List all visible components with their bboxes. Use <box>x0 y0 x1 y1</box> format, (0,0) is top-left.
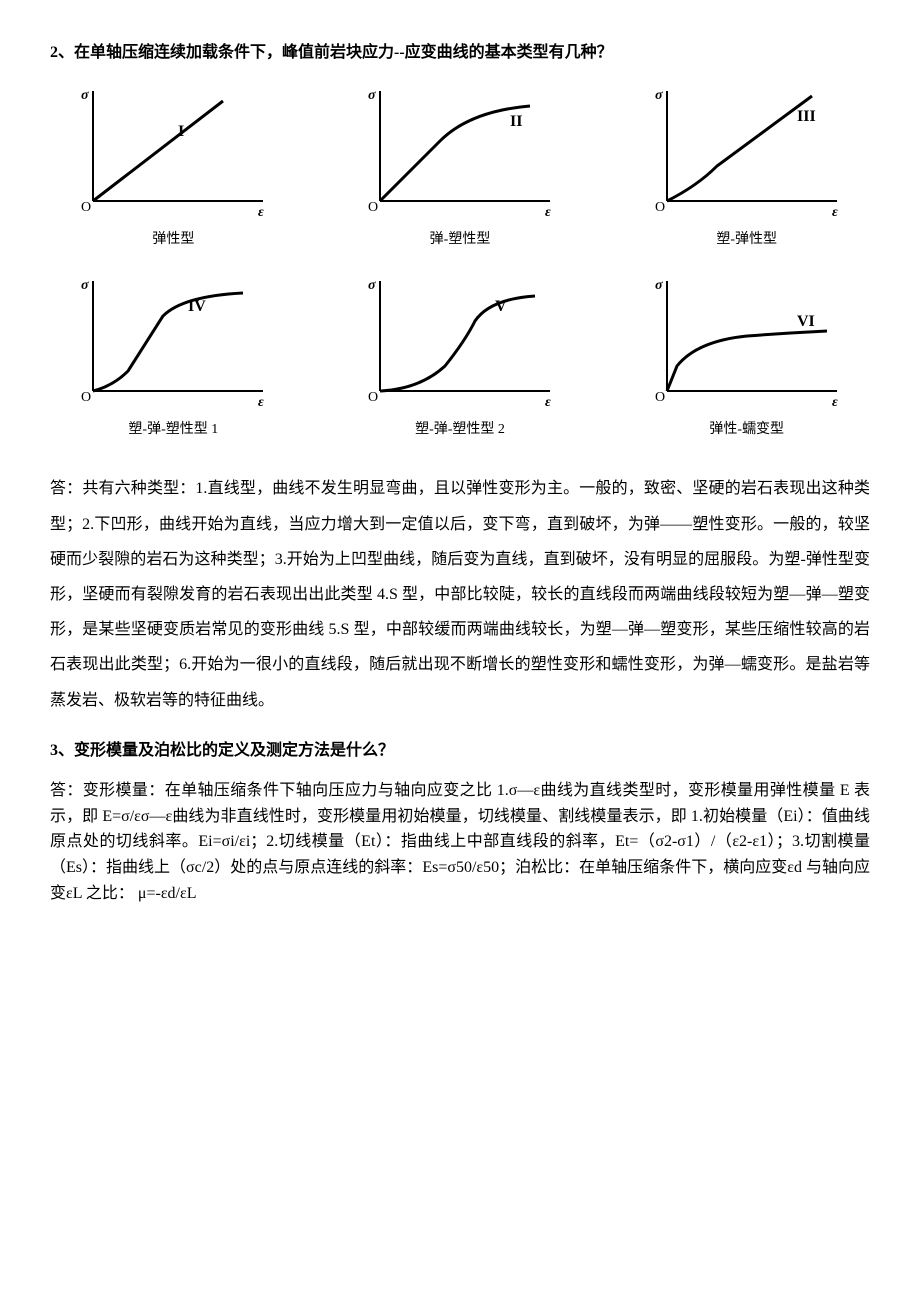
question-2-title: 2、在单轴压缩连续加载条件下，峰值前岩块应力--应变曲线的基本类型有几种？ <box>50 40 870 66</box>
y-axis-label: σ <box>81 88 89 103</box>
chart-caption-6: 弹性-蠕变型 <box>709 419 784 441</box>
question-3-answer: 答：变形模量：在单轴压缩条件下轴向压应力与轴向应变之比 1.σ—ε曲线为直线类型… <box>50 778 870 906</box>
origin-label: O <box>655 200 665 215</box>
curve-label-5: V <box>495 298 507 315</box>
origin-label: O <box>368 390 378 405</box>
curve-2 <box>380 106 530 201</box>
chart-cell-6: σ ε O VI 弹性-蠕变型 <box>623 271 870 441</box>
chart-3-svg: σ ε O III <box>647 81 847 221</box>
y-axis-label: σ <box>368 88 376 103</box>
origin-label: O <box>368 200 378 215</box>
y-axis-label: σ <box>655 278 663 293</box>
x-axis-label: ε <box>832 205 838 220</box>
question-2-answer: 答：共有六种类型：1.直线型，曲线不发生明显弯曲，且以弹性变形为主。一般的，致密… <box>50 471 870 717</box>
origin-label: O <box>81 200 91 215</box>
chart-6-svg: σ ε O VI <box>647 271 847 411</box>
y-axis-label: σ <box>368 278 376 293</box>
chart-caption-5: 塑-弹-塑性型 2 <box>415 419 505 441</box>
curve-5 <box>380 296 535 391</box>
chart-cell-2: σ ε O II 弹-塑性型 <box>337 81 584 251</box>
x-axis-label: ε <box>545 395 551 410</box>
curve-6 <box>667 331 827 391</box>
curve-3 <box>667 96 812 201</box>
curve-label-1: I <box>178 123 184 140</box>
chart-caption-2: 弹-塑性型 <box>430 229 491 251</box>
curve-1 <box>93 101 223 201</box>
curve-4 <box>93 293 243 391</box>
chart-cell-5: σ ε O V 塑-弹-塑性型 2 <box>337 271 584 441</box>
curve-label-4: IV <box>188 298 206 315</box>
chart-cell-1: σ ε O I 弹性型 <box>50 81 297 251</box>
chart-caption-4: 塑-弹-塑性型 1 <box>128 419 218 441</box>
y-axis-label: σ <box>655 88 663 103</box>
y-axis-label: σ <box>81 278 89 293</box>
x-axis-label: ε <box>545 205 551 220</box>
chart-1-svg: σ ε O I <box>73 81 273 221</box>
chart-caption-3: 塑-弹性型 <box>716 229 777 251</box>
chart-cell-4: σ ε O IV 塑-弹-塑性型 1 <box>50 271 297 441</box>
chart-caption-1: 弹性型 <box>152 229 194 251</box>
origin-label: O <box>655 390 665 405</box>
curve-label-3: III <box>797 108 816 125</box>
curve-label-2: II <box>510 113 522 130</box>
question-3-title: 3、变形模量及泊松比的定义及测定方法是什么？ <box>50 738 870 764</box>
chart-grid: σ ε O I 弹性型 σ ε O II 弹-塑性型 σ ε O III <box>50 81 870 442</box>
x-axis-label: ε <box>832 395 838 410</box>
chart-2-svg: σ ε O II <box>360 81 560 221</box>
x-axis-label: ε <box>258 395 264 410</box>
x-axis-label: ε <box>258 205 264 220</box>
chart-5-svg: σ ε O V <box>360 271 560 411</box>
curve-label-6: VI <box>797 313 815 330</box>
origin-label: O <box>81 390 91 405</box>
chart-cell-3: σ ε O III 塑-弹性型 <box>623 81 870 251</box>
chart-4-svg: σ ε O IV <box>73 271 273 411</box>
